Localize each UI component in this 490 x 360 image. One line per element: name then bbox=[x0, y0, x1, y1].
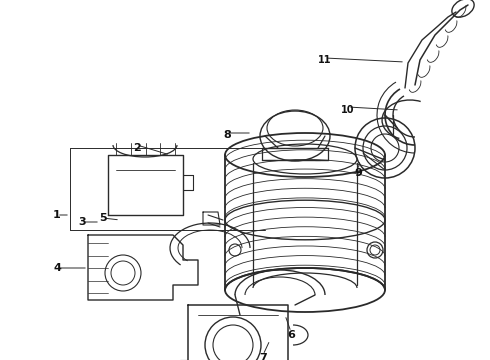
Text: 9: 9 bbox=[354, 168, 362, 178]
Text: 10: 10 bbox=[341, 105, 355, 115]
Text: 2: 2 bbox=[133, 143, 141, 153]
Text: 8: 8 bbox=[223, 130, 231, 140]
Text: 4: 4 bbox=[53, 263, 61, 273]
Text: 1: 1 bbox=[53, 210, 61, 220]
Text: 3: 3 bbox=[78, 217, 86, 227]
Text: 11: 11 bbox=[318, 55, 332, 65]
Text: 5: 5 bbox=[99, 213, 107, 223]
Text: 7: 7 bbox=[259, 353, 267, 360]
Text: 6: 6 bbox=[287, 330, 295, 340]
